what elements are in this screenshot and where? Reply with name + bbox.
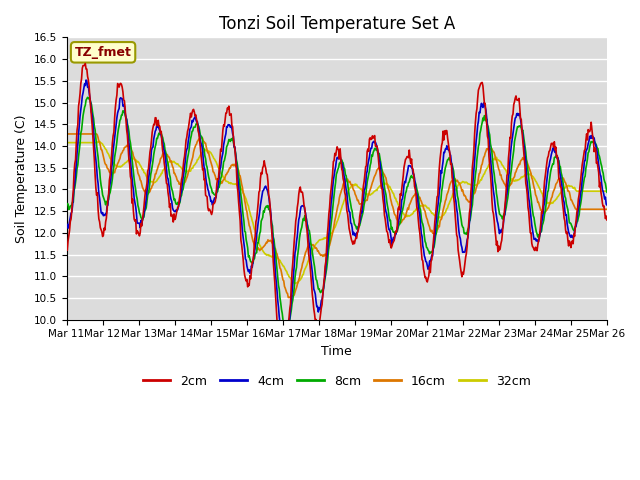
Y-axis label: Soil Temperature (C): Soil Temperature (C): [15, 114, 28, 243]
Legend: 2cm, 4cm, 8cm, 16cm, 32cm: 2cm, 4cm, 8cm, 16cm, 32cm: [138, 370, 536, 393]
Text: TZ_fmet: TZ_fmet: [75, 46, 131, 59]
Title: Tonzi Soil Temperature Set A: Tonzi Soil Temperature Set A: [219, 15, 455, 33]
X-axis label: Time: Time: [321, 345, 352, 358]
